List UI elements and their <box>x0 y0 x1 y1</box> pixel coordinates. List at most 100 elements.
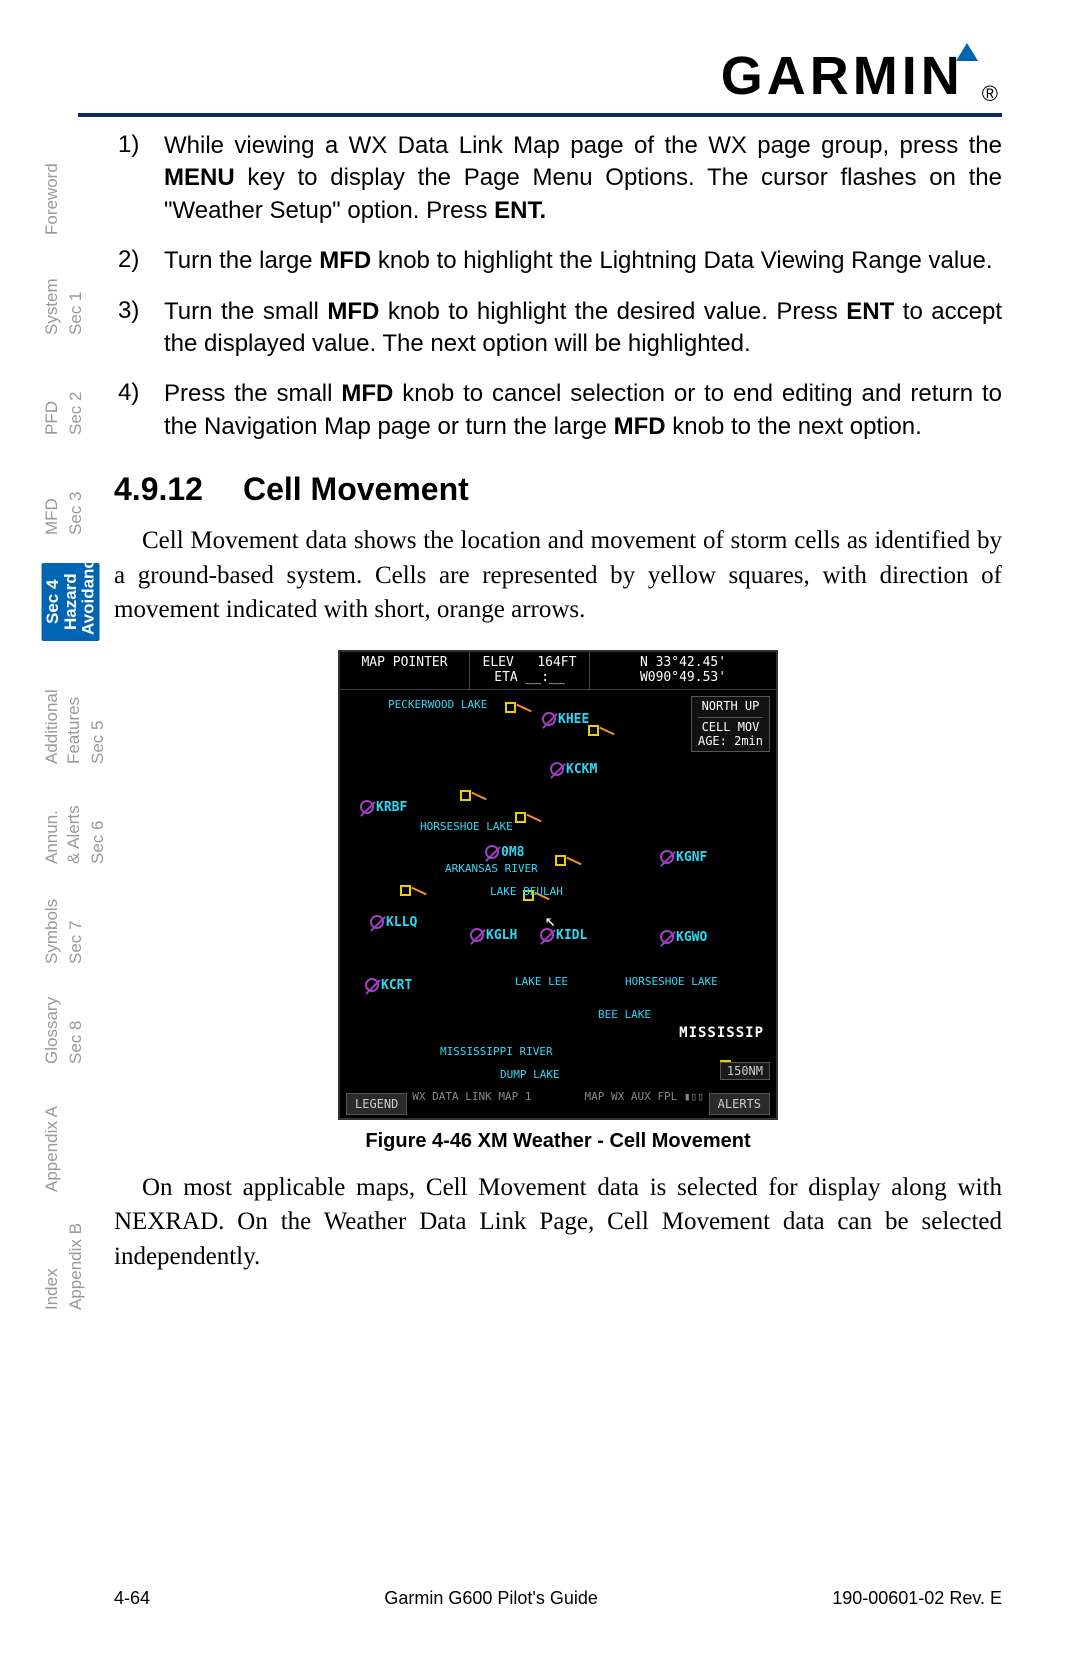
document-revision: 190-00601-02 Rev. E <box>832 1588 1002 1609</box>
nav-tab-main: Sec 7 <box>66 892 86 964</box>
airport-label: KRBF <box>360 800 407 815</box>
header-rule <box>78 113 1002 117</box>
section-number: 4.9.12 <box>114 471 203 508</box>
step-item: 2)Turn the large MFD knob to highlight t… <box>114 245 1002 277</box>
nav-tab-main: Sec 2 <box>66 363 86 435</box>
nav-tab-sub: Annun. <box>42 792 62 864</box>
nav-tab-main: Sec 8 <box>66 992 86 1064</box>
airport-label: KHEE <box>542 712 589 727</box>
nav-tab-active[interactable]: Sec 4 Hazard Avoidance <box>42 563 100 641</box>
step-item: 3)Turn the small MFD knob to highlight t… <box>114 296 1002 361</box>
storm-cell-icon <box>505 702 516 713</box>
airport-label: KGLH <box>470 928 517 943</box>
body-paragraph-1: Cell Movement data shows the location an… <box>114 524 1002 628</box>
storm-cell-icon <box>588 725 599 736</box>
nav-tab[interactable]: Annun.& AlertsSec 6 <box>42 792 100 864</box>
water-label: MISSISSIPPI RIVER <box>440 1045 553 1058</box>
nav-tab[interactable]: SymbolsSec 7 <box>42 892 100 964</box>
nav-tab-main: Sec 3 <box>66 463 86 535</box>
map-softkeys: LEGEND ALERTS <box>340 1091 776 1119</box>
nav-tab[interactable]: SystemSec 1 <box>42 263 100 335</box>
airport-label: KCKM <box>550 762 597 777</box>
section-title: Cell Movement <box>243 471 469 507</box>
step-item: 1)While viewing a WX Data Link Map page … <box>114 130 1002 227</box>
step-text: Turn the large MFD knob to highlight the… <box>164 245 1002 277</box>
storm-cell-icon <box>400 885 411 896</box>
storm-cell-icon <box>555 855 566 866</box>
document-title: Garmin G600 Pilot's Guide <box>384 1588 598 1609</box>
nav-tab[interactable]: AdditionalFeaturesSec 5 <box>42 669 100 764</box>
map-product: CELL MOV <box>698 717 763 734</box>
cell-arrow-icon <box>516 703 531 712</box>
page-content: 1)While viewing a WX Data Link Map page … <box>114 130 1002 1274</box>
nav-tab-sub: Additional <box>42 669 62 764</box>
cell-arrow-icon <box>599 726 614 735</box>
nav-tab[interactable]: Sec 4 Hazard Avoidance <box>42 563 100 641</box>
nav-tab-main: Appendix B <box>66 1220 86 1310</box>
nav-tab-sub: Symbols <box>42 892 62 964</box>
step-text: While viewing a WX Data Link Map page of… <box>164 130 1002 227</box>
airport-label: KGNF <box>660 850 707 865</box>
nav-tab-sub: Index <box>42 1220 62 1310</box>
nav-tab-sub: PFD <box>42 363 62 435</box>
body-paragraph-2: On most applicable maps, Cell Movement d… <box>114 1171 1002 1275</box>
logo-triangle-icon <box>956 43 978 61</box>
water-label: PECKERWOOD LAKE <box>388 698 487 711</box>
nav-tab[interactable]: PFDSec 2 <box>42 363 100 435</box>
figure-caption: Figure 4-46 XM Weather - Cell Movement <box>114 1130 1002 1153</box>
garmin-logo: GARMIN® <box>721 45 1002 107</box>
alerts-button[interactable]: ALERTS <box>709 1093 770 1115</box>
section-heading: 4.9.12 Cell Movement <box>114 471 1002 508</box>
water-label: LAKE LEE <box>515 975 568 988</box>
map-cursor-icon: ↖ <box>545 910 556 931</box>
step-number: 4) <box>114 378 164 443</box>
cell-arrow-icon <box>566 856 581 865</box>
storm-cell-icon <box>460 790 471 801</box>
airport-label: 0M8 <box>485 845 524 860</box>
water-label: BEE LAKE <box>598 1008 651 1021</box>
map-body: NORTH UP CELL MOV AGE: 2min KHEE KCKM KR… <box>340 690 776 1088</box>
nav-tab-main: Sec 1 <box>66 263 86 335</box>
map-age: AGE: 2min <box>698 734 763 748</box>
nav-tab[interactable]: Foreword <box>42 150 100 235</box>
nav-tab-sub: Appendix A <box>42 1092 62 1192</box>
step-number: 3) <box>114 296 164 361</box>
step-number: 2) <box>114 245 164 277</box>
nav-tab-sub: MFD <box>42 463 62 535</box>
water-label: HORSESHOE LAKE <box>420 820 513 833</box>
step-item: 4)Press the small MFD knob to cancel sel… <box>114 378 1002 443</box>
map-scale: 150NM <box>720 1062 770 1080</box>
logo-registered: ® <box>982 81 1002 106</box>
nav-tab-main: Sec 5 <box>88 669 108 764</box>
figure: MAP POINTER ELEV 164FTETA __:__ N 33°42.… <box>114 650 1002 1153</box>
state-label: MISSISSIP <box>679 1025 764 1041</box>
nav-tab[interactable]: IndexAppendix B <box>42 1220 100 1310</box>
nav-tab-sub: Glossary <box>42 992 62 1064</box>
nav-tab-sub: Features <box>64 669 84 764</box>
nav-tab[interactable]: GlossarySec 8 <box>42 992 100 1064</box>
map-orientation: NORTH UP <box>698 699 763 713</box>
map-info-box: NORTH UP CELL MOV AGE: 2min <box>691 696 770 752</box>
page-number: 4-64 <box>114 1588 150 1609</box>
step-text: Turn the small MFD knob to highlight the… <box>164 296 1002 361</box>
nav-tab-sub: System <box>42 263 62 335</box>
map-pointer-label: MAP POINTER <box>340 652 470 689</box>
cell-arrow-icon <box>411 886 426 895</box>
nav-tab[interactable]: MFDSec 3 <box>42 463 100 535</box>
nav-tab-sub: & Alerts <box>64 792 84 864</box>
nav-tab-main: Sec 6 <box>88 792 108 864</box>
legend-button[interactable]: LEGEND <box>346 1093 407 1115</box>
logo-text: GARMIN® <box>721 46 1002 106</box>
nav-tab[interactable]: Appendix A <box>42 1092 100 1192</box>
step-number: 1) <box>114 130 164 227</box>
map-top-bar: MAP POINTER ELEV 164FTETA __:__ N 33°42.… <box>340 652 776 690</box>
procedure-steps: 1)While viewing a WX Data Link Map page … <box>114 130 1002 443</box>
airport-label: KCRT <box>365 978 412 993</box>
side-nav: Foreword SystemSec 1 PFDSec 2 MFDSec 3 Sec 4… <box>42 150 100 1338</box>
cell-arrow-icon <box>526 813 541 822</box>
page-footer: 4-64 Garmin G600 Pilot's Guide 190-00601… <box>114 1588 1002 1609</box>
water-label: LAKE BEULAH <box>490 885 563 898</box>
step-text: Press the small MFD knob to cancel selec… <box>164 378 1002 443</box>
water-label: DUMP LAKE <box>500 1068 560 1081</box>
storm-cell-icon <box>515 812 526 823</box>
